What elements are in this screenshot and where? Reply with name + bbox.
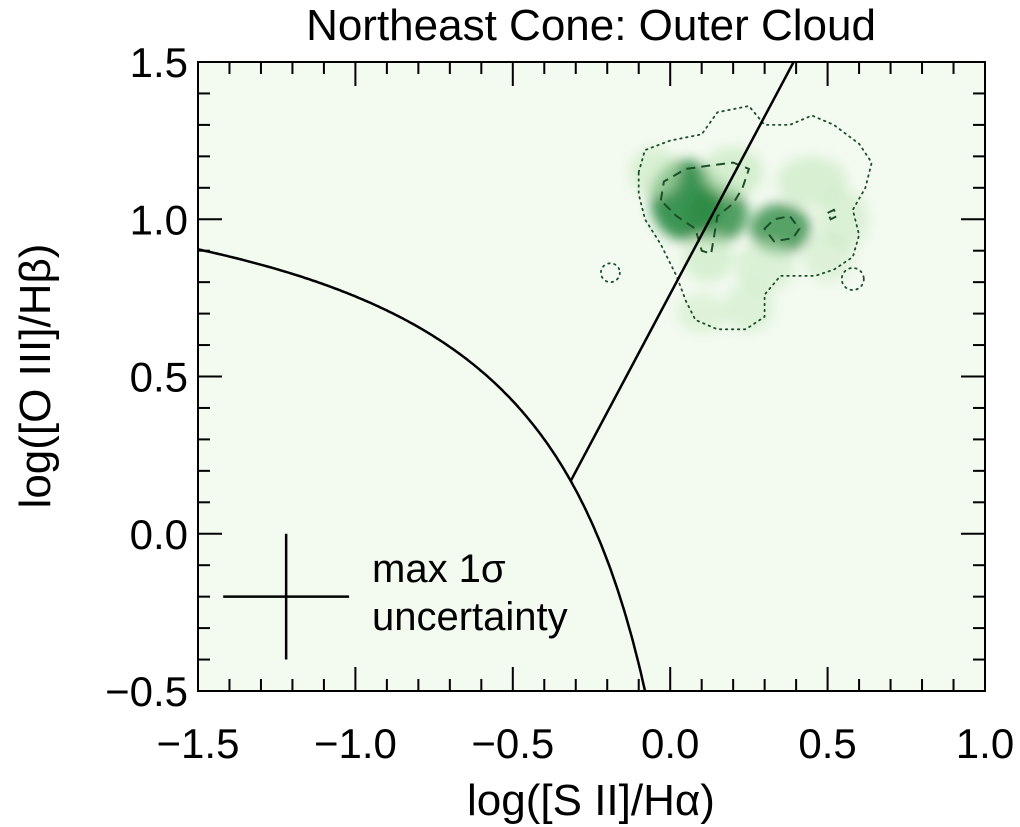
plot-background bbox=[198, 62, 985, 691]
density-blob bbox=[702, 146, 764, 198]
inner-dashed-contour bbox=[826, 208, 839, 221]
density-blob bbox=[723, 282, 775, 333]
x-tick-label: −1.5 bbox=[157, 720, 240, 767]
y-tick-label: 1.5 bbox=[130, 39, 188, 86]
seyfert-liner-line bbox=[569, 62, 795, 481]
density-blob bbox=[734, 241, 795, 292]
density-blob bbox=[676, 293, 727, 334]
demarcation-lines bbox=[198, 62, 795, 691]
x-tick-label: 0.0 bbox=[641, 720, 699, 767]
x-axis-label: log([S II]/Hα) bbox=[467, 776, 715, 825]
y-tick-label: 0.5 bbox=[130, 354, 188, 401]
y-tick-label: −0.5 bbox=[105, 668, 188, 715]
x-tick-label: −0.5 bbox=[471, 720, 554, 767]
error-bar-label-line2: uncertainty bbox=[372, 595, 568, 639]
contour-layer bbox=[600, 105, 873, 331]
x-tick-label: 0.5 bbox=[798, 720, 856, 767]
outer-dotted-contour bbox=[637, 105, 873, 331]
inner-dashed-contour bbox=[763, 214, 801, 243]
density-blob bbox=[802, 231, 853, 283]
y-tick-label: 1.0 bbox=[130, 196, 188, 243]
y-axis-label: log([O III]/Hβ) bbox=[11, 244, 60, 509]
chart-title: Northeast Cone: Outer Cloud bbox=[306, 1, 876, 50]
density-blob bbox=[629, 146, 680, 198]
x-tick-label: 1.0 bbox=[956, 720, 1014, 767]
x-tick-label: −1.0 bbox=[314, 720, 397, 767]
density-blob bbox=[687, 182, 748, 244]
density-blob bbox=[750, 203, 811, 254]
error-bar bbox=[223, 533, 350, 660]
small-dotted-contour bbox=[600, 262, 621, 284]
error-bar-label-line1: max 1σ bbox=[372, 547, 506, 591]
axis-ticks: −1.5 −1.0 −0.5 0.0 0.5 1.0 −0.5 0.0 0.5 1.0 1.5 bbox=[105, 39, 1014, 767]
y-tick-label: 0.0 bbox=[130, 511, 188, 558]
inner-dashed-contour bbox=[659, 161, 751, 256]
small-dotted-contour bbox=[840, 267, 865, 291]
density-layer bbox=[629, 146, 869, 334]
kewley-demarcation-curve bbox=[198, 248, 647, 691]
